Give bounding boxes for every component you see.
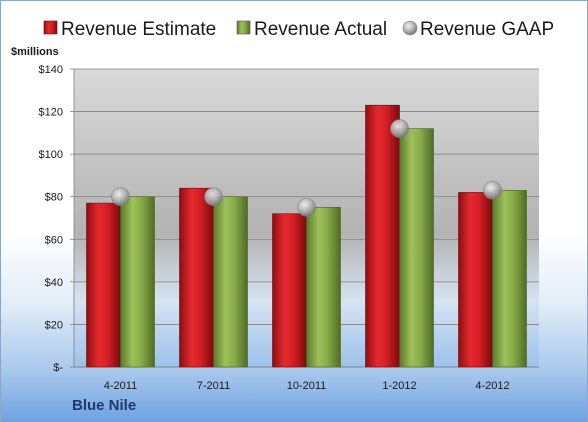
bar-revenue-actual — [399, 128, 434, 368]
x-tick-label: 4-2011 — [104, 380, 137, 392]
bars — [86, 104, 527, 368]
bar-revenue-estimate — [179, 187, 214, 368]
legend-label: Revenue Actual — [254, 19, 387, 40]
legend: Revenue Estimate Revenue Actual Revenue GA… — [43, 19, 554, 40]
y-tick-label: $100 — [39, 149, 63, 161]
marker-revenue-gaap — [297, 198, 316, 217]
bar-revenue-actual — [213, 196, 248, 368]
legend-label: Revenue GAAP — [420, 19, 554, 40]
x-axis-ticks: 4-2011 7-2011 10-2011 1-2012 4-2012 — [104, 380, 510, 392]
company-name: Blue Nile — [72, 397, 137, 414]
y-tick-label: $120 — [39, 107, 63, 119]
bar-revenue-estimate — [272, 213, 307, 368]
bar-revenue-actual — [120, 196, 155, 368]
legend-swatch-revenue-estimate — [43, 20, 58, 35]
y-tick-label: $60 — [45, 234, 63, 246]
gaap-markers — [111, 119, 502, 217]
legend-label: Revenue Estimate — [61, 19, 216, 40]
bar-revenue-estimate — [365, 104, 400, 368]
y-tick-label: $- — [53, 362, 63, 374]
bar-revenue-estimate — [458, 192, 493, 368]
legend-swatch-revenue-actual — [236, 20, 251, 35]
y-axis-unit-label: $millions — [11, 46, 59, 58]
marker-revenue-gaap — [483, 181, 502, 200]
bar-revenue-actual — [306, 207, 341, 368]
x-tick-label: 7-2011 — [197, 380, 230, 392]
bar-revenue-estimate — [86, 202, 121, 368]
marker-revenue-gaap — [204, 187, 223, 207]
y-tick-label: $20 — [45, 319, 63, 331]
bar-revenue-actual — [492, 190, 527, 368]
y-axis-ticks: $- $20 $40 $60 $80 $100 $120 $140 — [39, 64, 539, 374]
x-tick-label: 4-2012 — [475, 380, 509, 392]
legend-swatch-revenue-gaap — [402, 20, 418, 36]
y-tick-label: $80 — [45, 192, 63, 204]
x-tick-label: 1-2012 — [382, 380, 416, 392]
marker-revenue-gaap — [111, 187, 130, 207]
marker-revenue-gaap — [390, 119, 409, 138]
x-tick-label: 10-2011 — [287, 380, 327, 392]
y-tick-label: $40 — [45, 277, 63, 289]
y-tick-label: $140 — [39, 64, 63, 76]
